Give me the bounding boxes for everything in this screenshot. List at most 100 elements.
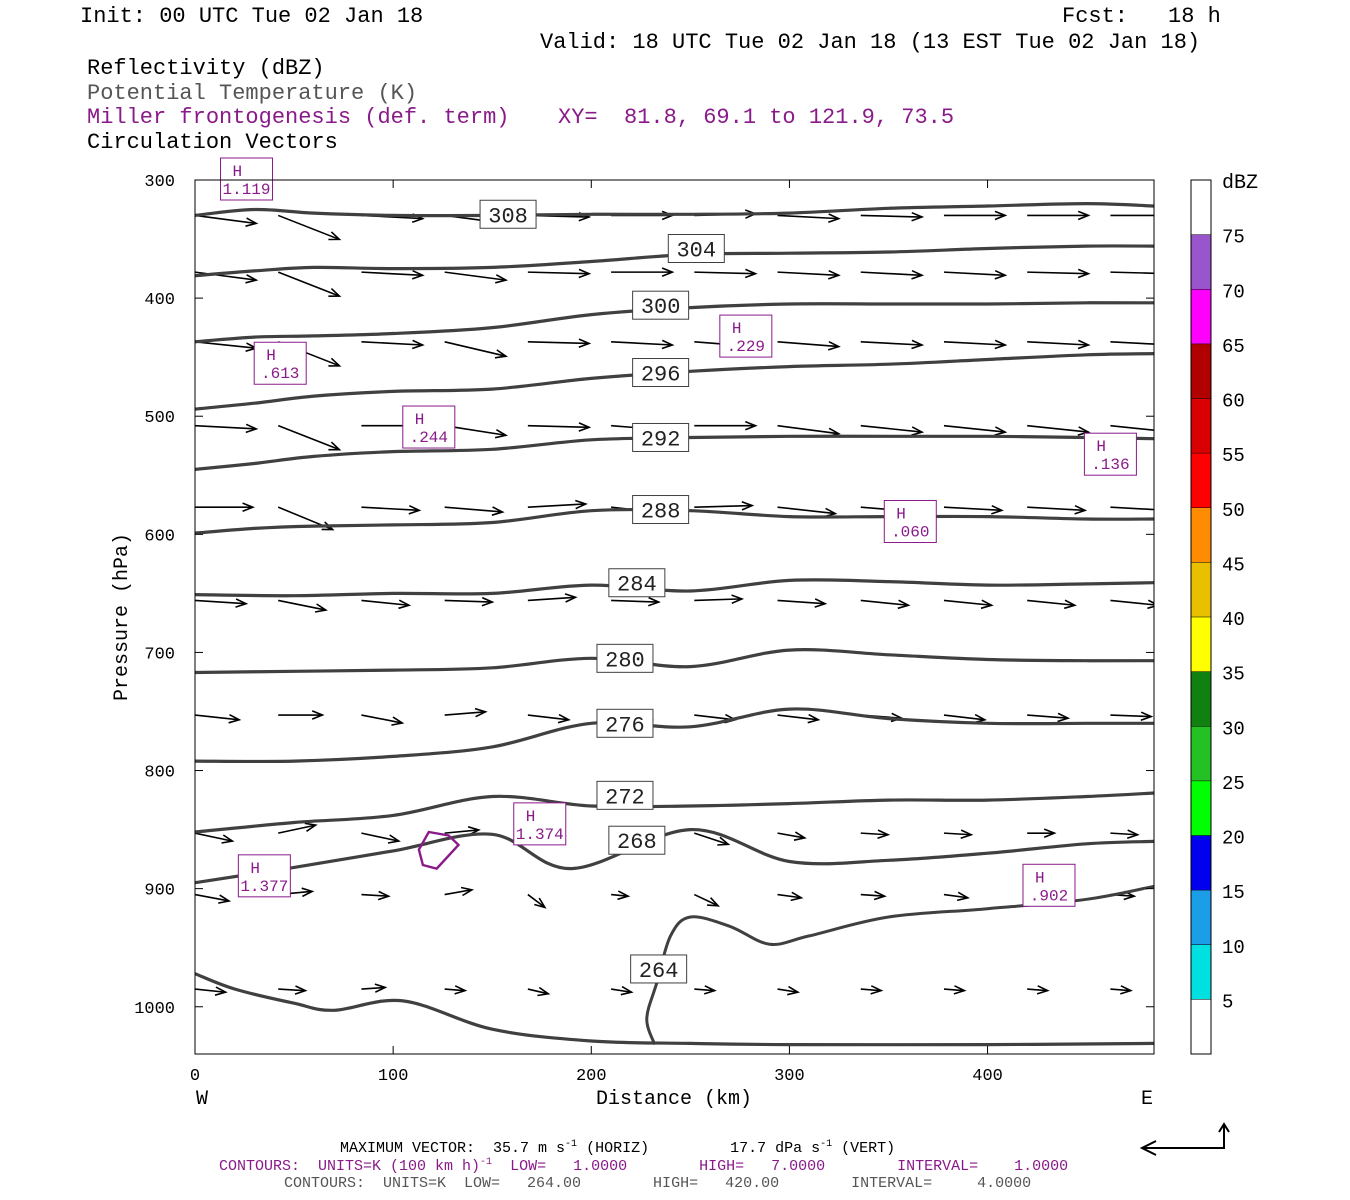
frontogenesis-max-symbol: H (896, 506, 906, 524)
circulation-vector (943, 504, 1004, 515)
theta-contour-label: 268 (617, 830, 657, 855)
circulation-vector (361, 832, 401, 844)
frontogenesis-maxima: H1.119H.613H.244H.229H.136H.060H1.374H1.… (220, 157, 1137, 907)
circulation-vector (527, 593, 578, 603)
circulation-vector (195, 341, 259, 352)
valid-time: Valid: 18 UTC Tue 02 Jan 18 (13 EST Tue … (540, 30, 1201, 55)
init-time: Init: 00 UTC Tue 02 Jan 18 (80, 4, 424, 29)
circulation-vector (1027, 599, 1077, 610)
frontogenesis-max-symbol: H (1035, 869, 1045, 887)
theta-contour-label-box (632, 358, 690, 388)
circulation-vector (527, 338, 592, 348)
circulation-vector (1027, 424, 1091, 436)
y-tick-label: 300 (144, 173, 175, 192)
circulation-vector (527, 422, 592, 432)
circulation-vector (777, 985, 801, 996)
colorbar-segment (1191, 343, 1211, 399)
circulation-vector (943, 210, 1008, 221)
theta-contour-label-box (596, 643, 654, 673)
frontogenesis-max-symbol: H (526, 808, 536, 826)
circulation-vector (1110, 506, 1154, 511)
field-frontogenesis: Miller frontogenesis (def. term) (87, 105, 510, 130)
frontogenesis-max-value: .229 (727, 338, 765, 356)
circulation-vector (943, 269, 1008, 280)
theta-contour-label: 264 (639, 959, 679, 984)
frontogenesis-max-label: H.613 (253, 341, 307, 385)
circulation-vector (1027, 268, 1091, 279)
frontogenesis-max-symbol: H (415, 411, 425, 429)
circulation-vector (277, 271, 342, 297)
circulation-vector (195, 598, 249, 608)
x-tick-label: 200 (576, 1067, 607, 1086)
circulation-vector (444, 707, 488, 718)
circulation-vector (444, 985, 468, 995)
colorbar-segment (1191, 234, 1211, 290)
circulation-vector (444, 341, 509, 359)
y-tick-label: 1000 (134, 1000, 175, 1019)
circulation-vector (860, 599, 911, 610)
x-tick-label: 0 (190, 1067, 200, 1086)
y-tick-label: 800 (144, 764, 175, 783)
theta-contour-line (195, 578, 1154, 598)
colorbar-level-label: 15 (1222, 882, 1245, 904)
circulation-vector (1027, 210, 1091, 221)
frontogenesis-max-label: H1.119 (220, 157, 274, 201)
field-potential-temperature: Potential Temperature (K) (87, 81, 418, 106)
circulation-vector (361, 714, 405, 726)
circulation-vector (694, 268, 758, 279)
frontogenesis-max-label: H.902 (1022, 863, 1076, 907)
reflectivity-colorbar: 5 10 15 20 25 30 35 40 45 50 55 60 65 70 75 dBZ (1190, 172, 1258, 1055)
circulation-vector (195, 214, 259, 227)
frontogenesis-max-symbol: H (732, 320, 742, 338)
circulation-vector (277, 214, 342, 241)
frontogenesis-max-label: H1.377 (237, 854, 291, 898)
frontogenesis-max-value: .244 (410, 429, 448, 447)
colorbar-segment (1191, 289, 1211, 344)
x-tick-label: 300 (774, 1067, 805, 1086)
colorbar-segment (1191, 562, 1211, 617)
colorbar-level-label: 45 (1222, 554, 1245, 576)
theta-contour-label: 284 (617, 573, 657, 598)
fronto-contour-info: CONTOURS: UNITS=K (100 km h)-1 LOW= 1.00… (219, 1157, 1069, 1175)
colorbar-units: dBZ (1222, 172, 1258, 195)
axes: 0 100 200 300 400 300 400 500 600 700 800 900 1000 (134, 173, 1154, 1086)
circulation-vector (860, 269, 925, 280)
theta-contour-label-box (479, 199, 537, 229)
circulation-vector (777, 831, 807, 841)
theta-contour-line (195, 972, 1154, 1047)
circulation-vector (361, 599, 412, 610)
colorbar-segment (1191, 835, 1211, 891)
y-tick-label: 700 (144, 645, 175, 664)
circulation-vector (943, 829, 974, 839)
circulation-vector (195, 423, 259, 434)
x-tick-label: 400 (972, 1067, 1003, 1086)
theta-contour-line-264-branch (645, 884, 1154, 1046)
theta-contour-label: 304 (676, 239, 716, 264)
circulation-vector (777, 213, 841, 223)
circulation-vector (777, 269, 841, 280)
circulation-vector (860, 985, 884, 995)
circulation-vector (777, 891, 804, 902)
circulation-vector (1110, 424, 1154, 432)
circulation-vector (943, 339, 1008, 350)
circulation-vector (361, 269, 425, 280)
theta-contours: 308 304 300 296 292 288 284 280 276 272 268 264 (195, 199, 1154, 1047)
y-tick-label: 400 (144, 291, 175, 310)
theta-contour-label: 276 (605, 713, 645, 738)
colorbar-level-label: 75 (1222, 227, 1245, 249)
plot-frame (194, 179, 1155, 1055)
circulation-vector (693, 893, 721, 907)
frontogenesis-max-label: H.136 (1083, 432, 1137, 476)
frontogenesis-max-value: .060 (891, 524, 929, 542)
x-end-label-west: W (196, 1088, 208, 1111)
frontogenesis-max-symbol: H (266, 347, 276, 365)
forecast-hour: 18 h (1168, 4, 1221, 29)
field-reflectivity: Reflectivity (dBZ) (87, 56, 325, 81)
theta-contour-label: 300 (641, 295, 681, 320)
circulation-vector (694, 985, 717, 995)
colorbar-level-label: 50 (1222, 500, 1245, 522)
circulation-vector (694, 501, 755, 511)
theta-contour-line (195, 827, 1154, 885)
colorbar-segment (1191, 453, 1211, 508)
